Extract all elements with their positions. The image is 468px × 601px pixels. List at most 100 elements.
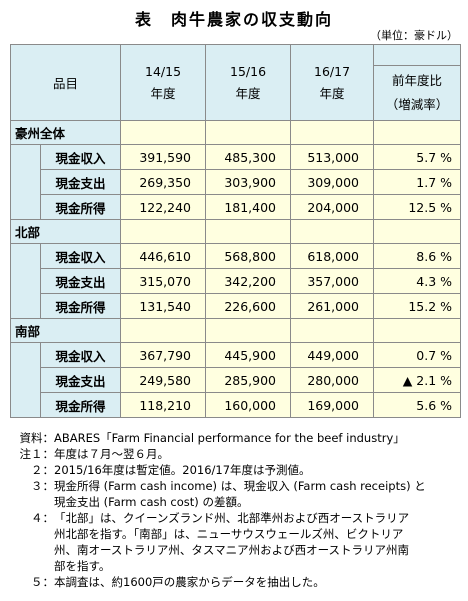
note-line: 2015/16年度は暫定値。2016/17年度は予測値。 bbox=[54, 463, 311, 477]
value-cell: 342,200 bbox=[205, 268, 292, 294]
value-cell: 269,350 bbox=[120, 169, 207, 195]
change-cell: 8.6 % bbox=[373, 243, 462, 269]
value-cell: 367,790 bbox=[120, 342, 207, 368]
header-item-label: 品目 bbox=[53, 76, 79, 91]
change-cell: 4.3 % bbox=[373, 268, 462, 294]
value-cell: 618,000 bbox=[290, 243, 375, 269]
note-prefix: 注１： bbox=[19, 447, 55, 461]
value-cell: 568,800 bbox=[205, 243, 292, 269]
source-note: 資料： ABARES「Farm Financial performance fo… bbox=[8, 430, 463, 446]
note-line: 年度は７月～翌６月。 bbox=[54, 447, 169, 461]
footnotes: 資料： ABARES「Farm Financial performance fo… bbox=[8, 430, 463, 590]
table-row: 現金収入 446,610 568,800 618,000 8.6 % bbox=[10, 243, 462, 319]
note-line: 州北部を指す。「南部」は、ニューサウスウェールズ州、ビクトリア bbox=[54, 527, 404, 541]
empty-cell bbox=[290, 318, 375, 343]
table-row: 現金支出 269,350 303,900 309,000 1.7 % bbox=[11, 169, 462, 195]
group-label: 南部 bbox=[9, 318, 122, 343]
value-cell: 122,240 bbox=[120, 194, 207, 220]
note-line: 現金支出 (Farm cash cost) の差額。 bbox=[54, 495, 249, 509]
row-label: 現金支出 bbox=[39, 169, 122, 195]
value-cell: 309,000 bbox=[290, 169, 375, 195]
table-row: 現金収入 391,590 485,300 513,000 5.7 % bbox=[10, 144, 462, 220]
header-year-label: 15/16 bbox=[230, 63, 267, 79]
income-table: 品目 14/15 年度 15/16 年度 16/17 年度 前年度比 （増減率） 豪州全… bbox=[9, 44, 462, 418]
note-prefix: 資料： bbox=[19, 431, 55, 445]
row-label: 現金所得 bbox=[39, 194, 122, 220]
header-row: 品目 14/15 年度 15/16 年度 16/17 年度 bbox=[9, 44, 462, 121]
row-label: 現金収入 bbox=[39, 144, 122, 170]
value-cell: 280,000 bbox=[290, 367, 375, 393]
note-line: 州、南オーストラリア州、タスマニア州および西オーストラリア州南 bbox=[54, 543, 410, 557]
header-change: 前年度比 （増減率） bbox=[373, 65, 462, 121]
note-prefix: ５： bbox=[31, 575, 54, 589]
note-5: ５： 本調査は、約1600戸の農家からデータを抽出した。 bbox=[8, 574, 463, 590]
note-3: ３： 現金所得 (Farm cash income) は、現金収入 (Farm … bbox=[8, 478, 463, 510]
note-2: ２： 2015/16年度は暫定値。2016/17年度は予測値。 bbox=[8, 462, 463, 478]
group-row: 北部 bbox=[9, 219, 462, 244]
header-year-15-16: 15/16 年度 bbox=[205, 44, 292, 121]
table-title: 表 肉牛農家の収支動向 bbox=[134, 10, 333, 29]
value-cell: 445,900 bbox=[205, 342, 292, 368]
empty-cell bbox=[290, 219, 375, 244]
value-cell: 160,000 bbox=[205, 392, 292, 418]
value-cell: 485,300 bbox=[205, 144, 292, 170]
value-cell: 169,000 bbox=[290, 392, 375, 418]
indent-cell bbox=[10, 144, 41, 220]
value-cell: 249,580 bbox=[120, 367, 207, 393]
header-row: 前年度比 （増減率） bbox=[11, 65, 462, 121]
value-cell: 449,000 bbox=[290, 342, 375, 368]
change-cell: 5.7 % bbox=[373, 144, 462, 170]
header-year-14-15: 14/15 年度 bbox=[120, 44, 207, 121]
group-row: 南部 bbox=[9, 318, 462, 343]
empty-cell bbox=[120, 120, 207, 145]
value-cell: 226,600 bbox=[205, 293, 292, 319]
note-line: 現金所得 (Farm cash income) は、現金収入 (Farm cas… bbox=[54, 479, 426, 493]
value-cell: 315,070 bbox=[120, 268, 207, 294]
row-label: 現金収入 bbox=[39, 342, 122, 368]
group-row: 豪州全体 bbox=[9, 120, 462, 145]
header-year-label: 14/15 bbox=[145, 63, 182, 79]
row-label: 現金所得 bbox=[39, 293, 122, 319]
indent-cell bbox=[10, 243, 41, 319]
note-line: ABARES「Farm Financial performance for th… bbox=[54, 431, 405, 445]
header-year-suffix: 年度 bbox=[319, 85, 345, 101]
change-cell: 5.6 % bbox=[373, 392, 462, 418]
value-cell: 261,000 bbox=[290, 293, 375, 319]
empty-cell bbox=[205, 219, 292, 244]
row-label: 現金所得 bbox=[39, 392, 122, 418]
note-4: ４： 「北部」は、クイーンズランド州、北部準州および西オーストラリア 州北部を指… bbox=[8, 510, 463, 574]
empty-cell bbox=[120, 219, 207, 244]
header-change-label: 前年度比 bbox=[392, 73, 443, 88]
table-row: 現金収入 367,790 445,900 449,000 0.7 % bbox=[10, 342, 462, 418]
row-label: 現金支出 bbox=[39, 367, 122, 393]
value-cell: 118,210 bbox=[120, 392, 207, 418]
note-1: 注１： 年度は７月～翌６月。 bbox=[8, 446, 463, 462]
table-row: 現金支出 315,070 342,200 357,000 4.3 % bbox=[11, 268, 462, 294]
table-row: 現金支出 249,580 285,900 280,000 ▲ 2.1 % bbox=[11, 367, 462, 393]
value-cell: 357,000 bbox=[290, 268, 375, 294]
header-change-top bbox=[373, 44, 462, 66]
note-line: 「北部」は、クイーンズランド州、北部準州および西オーストラリア bbox=[54, 511, 410, 525]
value-cell: 391,590 bbox=[120, 144, 207, 170]
empty-cell bbox=[205, 318, 292, 343]
empty-cell bbox=[373, 219, 462, 244]
header-change-sub: （増減率） bbox=[385, 97, 449, 112]
value-cell: 513,000 bbox=[290, 144, 375, 170]
note-line: 部を指す。 bbox=[54, 559, 111, 573]
change-cell: 15.2 % bbox=[373, 293, 462, 319]
group-label: 北部 bbox=[9, 219, 122, 244]
value-cell: 131,540 bbox=[120, 293, 207, 319]
header-year-label: 16/17 bbox=[314, 63, 351, 79]
unit-label: （単位：豪ドル） bbox=[370, 29, 458, 42]
value-cell: 285,900 bbox=[205, 367, 292, 393]
change-cell: 12.5 % bbox=[373, 194, 462, 220]
change-cell: 0.7 % bbox=[373, 342, 462, 368]
value-cell: 446,610 bbox=[120, 243, 207, 269]
change-cell: ▲ 2.1 % bbox=[373, 367, 462, 393]
header-year-suffix: 年度 bbox=[235, 85, 261, 101]
note-prefix: ２： bbox=[31, 463, 54, 477]
header-year-suffix: 年度 bbox=[150, 85, 176, 101]
table-row: 現金所得 118,210 160,000 169,000 5.6 % bbox=[11, 392, 462, 418]
empty-cell bbox=[290, 120, 375, 145]
value-cell: 303,900 bbox=[205, 169, 292, 195]
